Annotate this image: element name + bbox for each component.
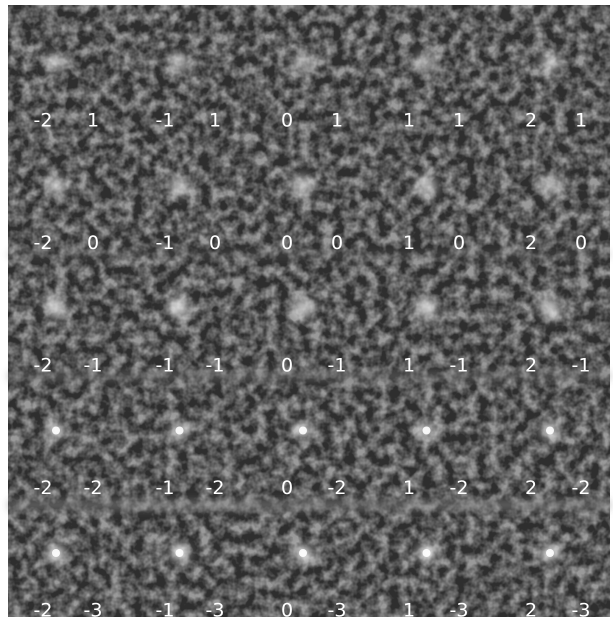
spot-core — [546, 427, 554, 435]
cell-x-label: 1 — [403, 355, 415, 377]
cell-x-label: 1 — [403, 110, 415, 132]
cell-y-label: -2 — [328, 477, 347, 499]
cell-y-label: 1 — [575, 110, 587, 132]
spot-core — [546, 549, 554, 557]
cell-x-label: -2 — [34, 355, 53, 377]
cell-y-label: -3 — [206, 600, 225, 619]
cell-x-label: -2 — [34, 110, 53, 132]
spot-core — [52, 549, 60, 557]
cell-x-label: -2 — [34, 477, 53, 499]
cell-y-label: 0 — [209, 232, 221, 254]
spot-core — [176, 427, 184, 435]
cell-y-label: -2 — [206, 477, 225, 499]
cell-x-label: 2 — [525, 600, 537, 619]
cell-y-label: -3 — [450, 600, 469, 619]
cell-x-label: 0 — [281, 110, 293, 132]
cell-x-label: -1 — [156, 477, 175, 499]
cell-y-label: 0 — [575, 232, 587, 254]
cell-y-label: -1 — [450, 355, 469, 377]
cell-x-label: 0 — [281, 232, 293, 254]
cell-x-label: 1 — [403, 232, 415, 254]
cell-x-label: -1 — [156, 355, 175, 377]
band — [8, 500, 610, 510]
cell-x-label: -2 — [34, 232, 53, 254]
cell-x-label: 2 — [525, 110, 537, 132]
cell-y-label: 0 — [87, 232, 99, 254]
cell-x-label: 2 — [525, 232, 537, 254]
cell-y-label: -2 — [572, 477, 591, 499]
spot-core — [176, 549, 184, 557]
spot-core — [299, 549, 307, 557]
cell-x-label: 0 — [281, 355, 293, 377]
cell-y-label: -3 — [84, 600, 103, 619]
cell-x-label: 1 — [403, 477, 415, 499]
cell-y-label: 1 — [453, 110, 465, 132]
spot-core — [52, 427, 60, 435]
cell-x-label: 0 — [281, 477, 293, 499]
cell-x-label: -1 — [156, 110, 175, 132]
cell-x-label: -1 — [156, 232, 175, 254]
cell-y-label: -3 — [328, 600, 347, 619]
cell-y-label: -3 — [572, 600, 591, 619]
image-grid: -2 1 -1 1 0 1 1 1 2 1 -2 0 -1 0 0 0 1 0 2 0 -2 -1 -1 -1 0 -1 1 -1 2 -… — [0, 0, 613, 619]
cell-x-label: -1 — [156, 600, 175, 619]
cell-y-label: -1 — [328, 355, 347, 377]
cell-x-label: 0 — [281, 600, 293, 619]
cell-x-label: 2 — [525, 355, 537, 377]
cell-y-label: -1 — [84, 355, 103, 377]
cell-y-label: 0 — [453, 232, 465, 254]
cell-y-label: 0 — [331, 232, 343, 254]
cell-x-label: 1 — [403, 600, 415, 619]
cell-y-label: -2 — [84, 477, 103, 499]
spot-core — [423, 549, 431, 557]
cell-y-label: -1 — [206, 355, 225, 377]
spot-core — [299, 427, 307, 435]
cell-x-label: 2 — [525, 477, 537, 499]
spot-core — [423, 427, 431, 435]
cell-y-label: -1 — [572, 355, 591, 377]
cell-y-label: -2 — [450, 477, 469, 499]
cell-y-label: 1 — [331, 110, 343, 132]
cell-y-label: 1 — [87, 110, 99, 132]
cell-x-label: -2 — [34, 600, 53, 619]
cell-y-label: 1 — [209, 110, 221, 132]
